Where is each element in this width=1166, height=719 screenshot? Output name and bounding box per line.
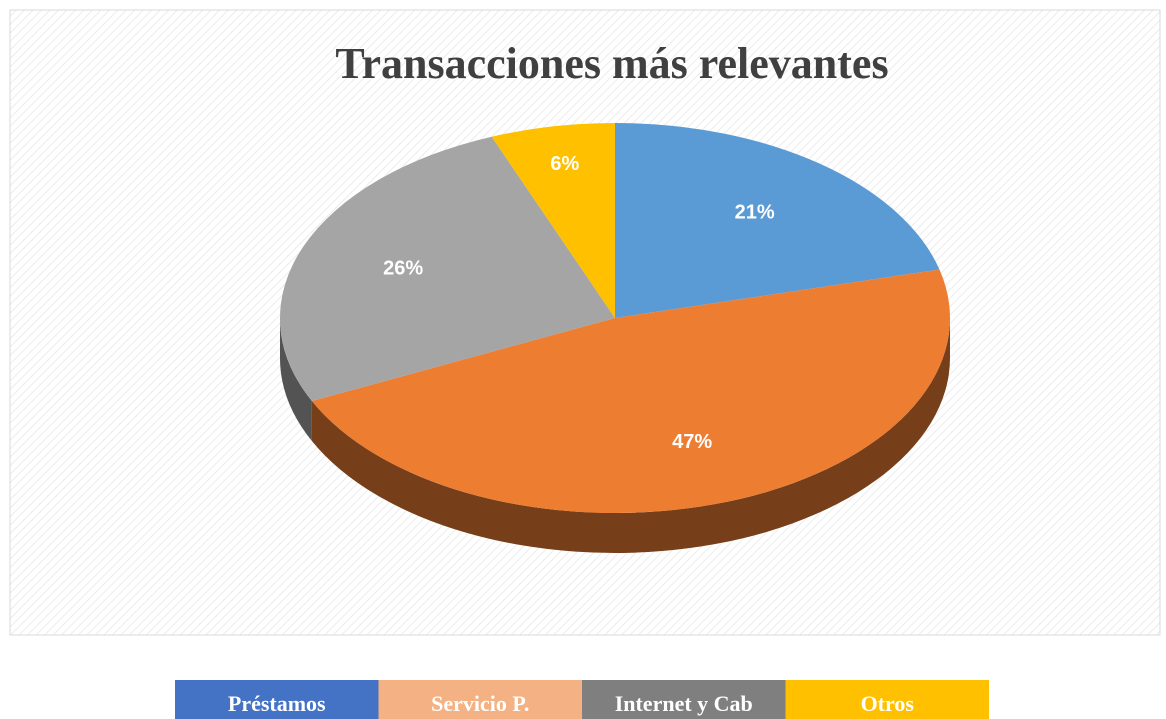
data-label: 26% — [383, 257, 423, 279]
legend-label: Servicio P. — [431, 691, 529, 716]
pie-slice — [311, 269, 950, 514]
data-label: 6% — [550, 153, 579, 175]
pie-slice — [280, 136, 615, 402]
pie-slice — [615, 123, 940, 318]
pie-side — [311, 318, 950, 554]
legend-swatch — [582, 680, 786, 719]
legend-swatch — [378, 680, 582, 719]
legend-label: Préstamos — [228, 691, 326, 716]
legend-label: Otros — [861, 691, 915, 716]
legend-label: Internet y Cab — [615, 691, 753, 716]
data-label: 21% — [735, 202, 775, 224]
pie-side — [280, 318, 312, 442]
chart-title: Transacciones más relevantes — [335, 39, 888, 88]
legend-swatch — [175, 680, 379, 719]
data-label: 47% — [672, 431, 712, 453]
legend-swatch — [785, 680, 989, 719]
pie-slice — [491, 123, 615, 318]
